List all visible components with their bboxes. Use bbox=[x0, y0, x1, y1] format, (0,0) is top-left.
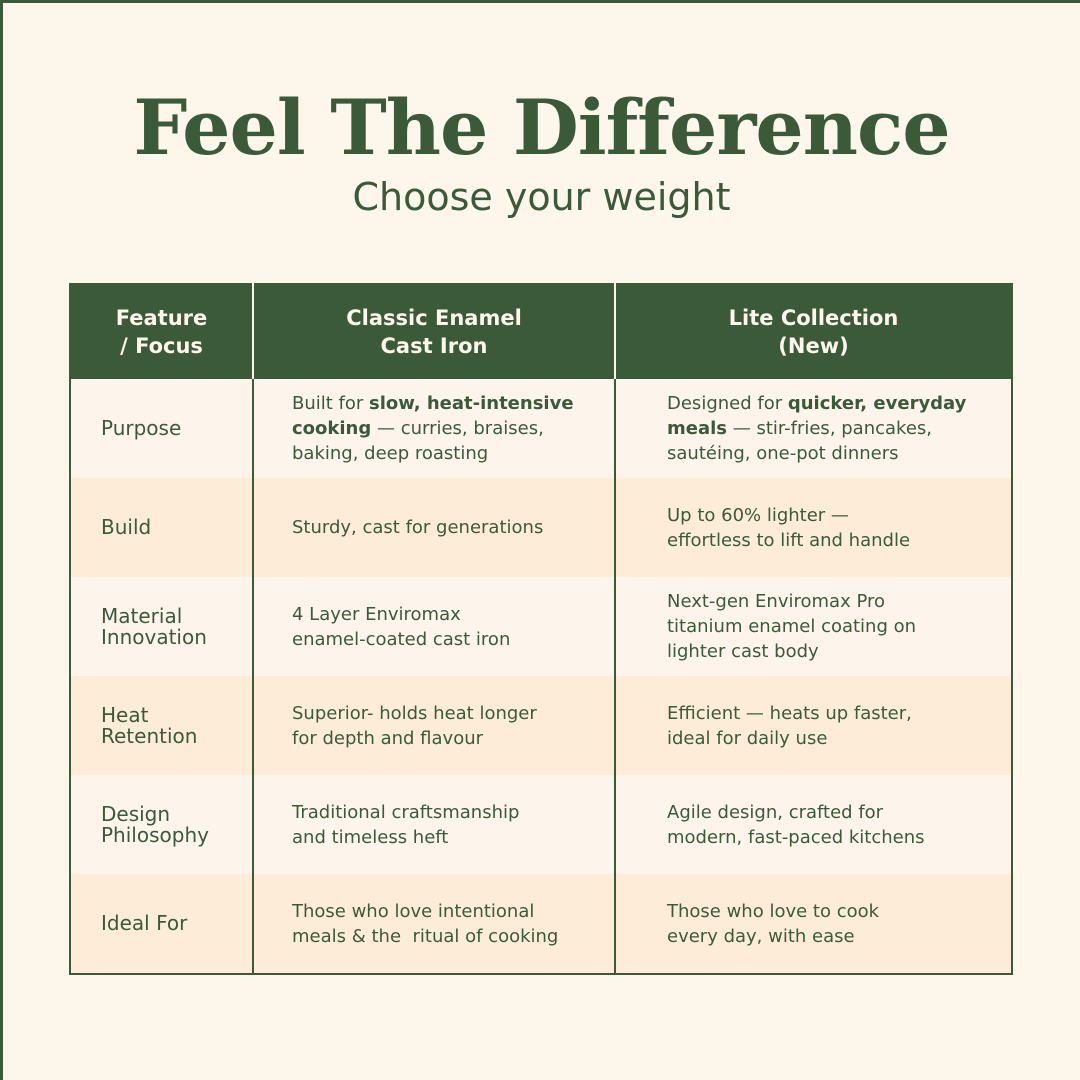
feature-cell: Design Philosophy bbox=[70, 775, 254, 874]
classic-cell: Sturdy, cast for generations bbox=[253, 478, 616, 577]
page-title: Feel The Difference bbox=[133, 83, 950, 172]
table-header-row: Feature / Focus Classic Enamel Cast Iron… bbox=[70, 284, 1012, 379]
lite-cell: Up to 60% lighter — effortless to lift a… bbox=[615, 478, 1012, 577]
feature-cell: Ideal For bbox=[70, 874, 254, 974]
header-lite: Lite Collection (New) bbox=[615, 284, 1012, 379]
table-row: Design Philosophy Traditional craftsmans… bbox=[70, 775, 1012, 874]
page-subtitle: Choose your weight bbox=[352, 175, 731, 219]
lite-cell: Those who love to cook every day, with e… bbox=[615, 874, 1012, 974]
header-feature: Feature / Focus bbox=[70, 284, 254, 379]
table-row: Build Sturdy, cast for generations Up to… bbox=[70, 478, 1012, 577]
lite-cell: Designed for quicker, everyday meals — s… bbox=[615, 379, 1012, 478]
table-row: Ideal For Those who love intentional mea… bbox=[70, 874, 1012, 974]
comparison-table: Feature / Focus Classic Enamel Cast Iron… bbox=[69, 283, 1013, 975]
lite-cell: Agile design, crafted for modern, fast-p… bbox=[615, 775, 1012, 874]
header-classic: Classic Enamel Cast Iron bbox=[253, 284, 616, 379]
feature-cell: Material Innovation bbox=[70, 577, 254, 676]
table-row: Purpose Built for slow, heat-intensive c… bbox=[70, 379, 1012, 478]
feature-cell: Purpose bbox=[70, 379, 254, 478]
feature-cell: Build bbox=[70, 478, 254, 577]
classic-cell: Traditional craftsmanship and timeless h… bbox=[253, 775, 616, 874]
classic-cell: Built for slow, heat-intensive cooking —… bbox=[253, 379, 616, 478]
classic-cell: 4 Layer Enviromax enamel-coated cast iro… bbox=[253, 577, 616, 676]
table-row: Heat Retention Superior- holds heat long… bbox=[70, 676, 1012, 775]
lite-cell: Next-gen Enviromax Pro titanium enamel c… bbox=[615, 577, 1012, 676]
classic-cell: Superior- holds heat longer for depth an… bbox=[253, 676, 616, 775]
classic-cell: Those who love intentional meals & the r… bbox=[253, 874, 616, 974]
lite-cell: Efficient — heats up faster, ideal for d… bbox=[615, 676, 1012, 775]
feature-cell: Heat Retention bbox=[70, 676, 254, 775]
table-row: Material Innovation 4 Layer Enviromax en… bbox=[70, 577, 1012, 676]
